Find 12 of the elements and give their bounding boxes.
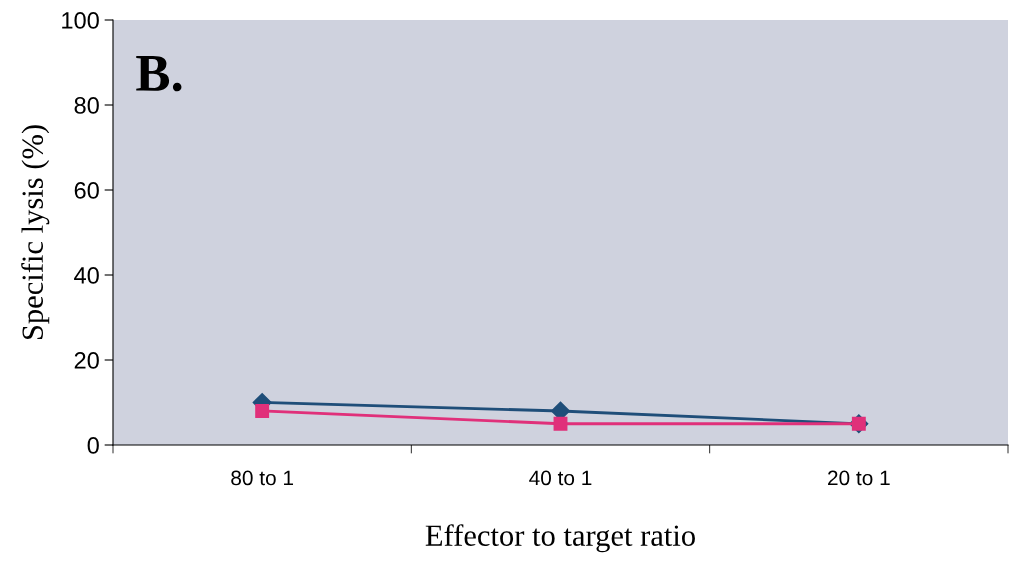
- annotation: B.: [136, 56, 182, 92]
- y-tick-label: 0: [87, 437, 99, 454]
- y-tick-label: 80: [74, 97, 99, 114]
- x-tick-label: 20 to 1: [828, 470, 890, 486]
- x-tick-label: 80 to 1: [231, 470, 294, 486]
- y-axis-title: Specific lysis (%): [21, 125, 50, 340]
- y-tick-label: 100: [62, 12, 99, 29]
- y-tick-label: 20: [74, 352, 99, 369]
- x-axis-title: Effector to target ratio: [425, 524, 695, 553]
- x-tick-label: 40 to 1: [529, 470, 592, 486]
- y-tick-label: 40: [74, 267, 99, 284]
- y-tick-label: 60: [74, 182, 99, 199]
